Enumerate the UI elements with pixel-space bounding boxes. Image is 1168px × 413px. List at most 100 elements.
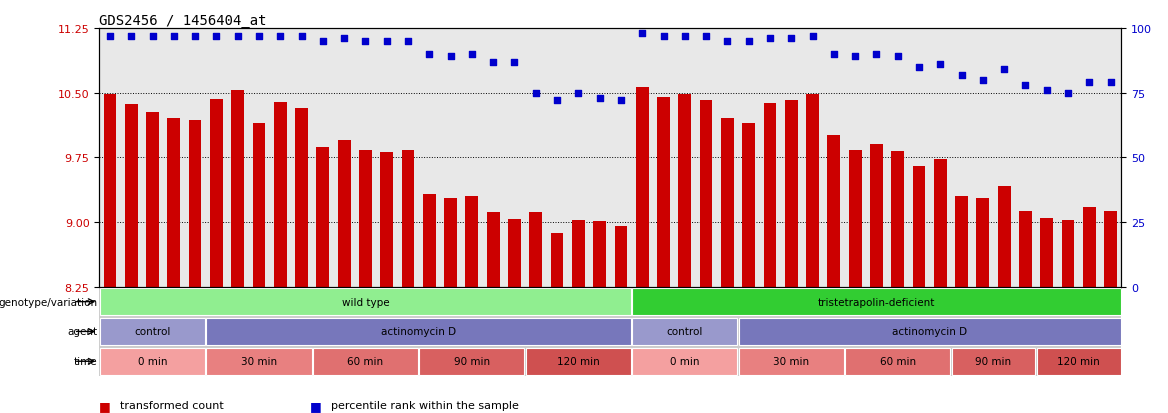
Point xyxy=(825,52,843,58)
Bar xyxy=(738,348,843,375)
Bar xyxy=(444,198,457,287)
Bar xyxy=(632,348,737,375)
Bar xyxy=(104,94,117,287)
Text: 0 min: 0 min xyxy=(670,356,700,366)
Bar xyxy=(419,348,524,375)
Text: 120 min: 120 min xyxy=(557,356,599,366)
Bar xyxy=(743,123,755,287)
Point xyxy=(846,54,864,61)
Point xyxy=(697,33,716,40)
Bar xyxy=(381,153,394,287)
Text: control: control xyxy=(667,327,703,337)
Bar xyxy=(423,195,436,287)
Point xyxy=(121,33,140,40)
Bar xyxy=(1062,221,1075,287)
Text: actinomycin D: actinomycin D xyxy=(381,327,457,337)
Point xyxy=(612,98,631,104)
Bar xyxy=(146,112,159,287)
Bar xyxy=(806,94,819,287)
Text: wild type: wild type xyxy=(341,297,389,307)
Bar xyxy=(1037,348,1120,375)
Point xyxy=(910,64,929,71)
Bar xyxy=(317,148,329,287)
Bar xyxy=(764,104,777,287)
Bar xyxy=(508,220,521,287)
Bar xyxy=(231,91,244,287)
Point xyxy=(356,38,375,45)
Text: GDS2456 / 1456404_at: GDS2456 / 1456404_at xyxy=(99,14,266,28)
Point xyxy=(1080,80,1099,86)
Text: agent: agent xyxy=(67,327,97,337)
Point xyxy=(292,33,311,40)
Point xyxy=(569,90,588,97)
Point xyxy=(867,52,885,58)
Bar xyxy=(1041,218,1054,287)
Bar xyxy=(100,348,206,375)
Point xyxy=(633,31,652,38)
Bar xyxy=(934,160,947,287)
Point xyxy=(654,33,673,40)
Bar xyxy=(827,135,840,287)
Text: actinomycin D: actinomycin D xyxy=(892,327,967,337)
Text: ■: ■ xyxy=(99,399,111,412)
Bar xyxy=(273,103,286,287)
Bar xyxy=(1018,211,1031,287)
Point xyxy=(760,36,779,43)
Text: control: control xyxy=(134,327,171,337)
Bar xyxy=(466,197,478,287)
Bar xyxy=(632,318,737,345)
Bar xyxy=(100,289,631,315)
Point xyxy=(1016,83,1035,89)
Bar xyxy=(614,227,627,287)
Bar xyxy=(526,348,631,375)
Text: percentile rank within the sample: percentile rank within the sample xyxy=(331,400,519,410)
Bar xyxy=(529,212,542,287)
Point xyxy=(207,33,225,40)
Point xyxy=(144,33,162,40)
Bar xyxy=(738,318,1120,345)
Bar xyxy=(313,348,418,375)
Bar xyxy=(912,166,925,287)
Point xyxy=(228,33,246,40)
Bar xyxy=(100,318,206,345)
Text: 0 min: 0 min xyxy=(138,356,167,366)
Bar xyxy=(635,88,648,287)
Point xyxy=(250,33,269,40)
Text: time: time xyxy=(74,356,97,366)
Point xyxy=(718,38,737,45)
Bar xyxy=(658,98,670,287)
Point xyxy=(463,52,481,58)
Point xyxy=(1101,80,1120,86)
Bar xyxy=(296,109,308,287)
Bar xyxy=(207,348,312,375)
Point xyxy=(781,36,800,43)
Bar xyxy=(338,141,350,287)
Bar xyxy=(125,104,138,287)
Bar xyxy=(189,121,201,287)
Bar xyxy=(952,348,1036,375)
Point xyxy=(590,95,609,102)
Bar xyxy=(402,150,415,287)
Bar xyxy=(870,145,883,287)
Bar xyxy=(210,100,223,287)
Bar xyxy=(997,186,1010,287)
Text: tristetrapolin-deficient: tristetrapolin-deficient xyxy=(818,297,936,307)
Bar xyxy=(252,123,265,287)
Bar xyxy=(167,119,180,287)
Point xyxy=(377,38,396,45)
Bar xyxy=(1083,207,1096,287)
Point xyxy=(484,59,502,66)
Text: 60 min: 60 min xyxy=(347,356,383,366)
Bar xyxy=(632,289,1120,315)
Bar xyxy=(785,100,798,287)
Point xyxy=(889,54,908,61)
Point xyxy=(527,90,545,97)
Point xyxy=(739,38,758,45)
Bar xyxy=(1104,211,1117,287)
Bar xyxy=(550,234,563,287)
Text: 30 min: 30 min xyxy=(241,356,277,366)
Point xyxy=(186,33,204,40)
Point xyxy=(442,54,460,61)
Point xyxy=(1058,90,1077,97)
Bar xyxy=(700,101,712,287)
